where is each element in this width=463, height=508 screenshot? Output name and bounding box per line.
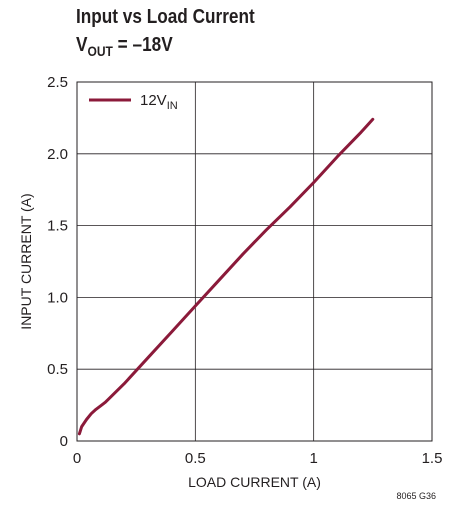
y-tick-label: 0.5: [47, 361, 68, 378]
legend-label-main: 12V: [140, 92, 167, 109]
series-line: [79, 119, 372, 434]
y-tick-label: 2.5: [47, 74, 68, 91]
y-tick-label: 0: [60, 433, 68, 450]
legend: 12VIN: [89, 92, 178, 112]
y-tick-label: 1.5: [47, 218, 68, 235]
x-tick-label: 1.5: [422, 450, 443, 467]
plot-frame: [77, 82, 432, 441]
x-axis-label: LOAD CURRENT (A): [188, 474, 321, 490]
legend-label: 12VIN: [140, 92, 178, 112]
tick-labels: 0 0.5 1 1.5 0 0.5 1.0 1.5 2.0 2.5: [47, 74, 442, 467]
x-tick-label: 0.5: [185, 450, 206, 467]
x-tick-label: 1: [309, 450, 317, 467]
series-lines: [79, 119, 372, 434]
figure-code: 8065 G36: [396, 491, 436, 501]
grid: [77, 82, 432, 441]
y-tick-label: 2.0: [47, 146, 68, 163]
legend-label-sub: IN: [167, 100, 178, 112]
y-axis-label: INPUT CURRENT (A): [18, 193, 34, 329]
x-tick-label: 0: [73, 450, 81, 467]
y-tick-label: 1.0: [47, 289, 68, 306]
